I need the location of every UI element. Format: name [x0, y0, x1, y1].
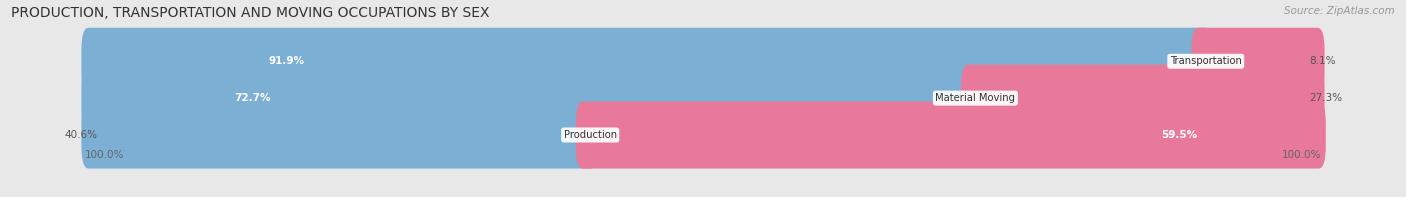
Text: 8.1%: 8.1%: [1309, 56, 1336, 66]
Text: 72.7%: 72.7%: [233, 93, 270, 103]
FancyBboxPatch shape: [84, 47, 1322, 75]
FancyBboxPatch shape: [82, 28, 1213, 95]
Text: Source: ZipAtlas.com: Source: ZipAtlas.com: [1284, 6, 1395, 16]
Text: 59.5%: 59.5%: [1161, 130, 1197, 140]
Text: 91.9%: 91.9%: [269, 56, 305, 66]
Text: 100.0%: 100.0%: [84, 150, 124, 160]
Text: PRODUCTION, TRANSPORTATION AND MOVING OCCUPATIONS BY SEX: PRODUCTION, TRANSPORTATION AND MOVING OC…: [11, 6, 489, 20]
Text: Transportation: Transportation: [1170, 56, 1241, 66]
FancyBboxPatch shape: [84, 121, 1322, 149]
FancyBboxPatch shape: [82, 101, 598, 169]
Text: 40.6%: 40.6%: [65, 130, 97, 140]
FancyBboxPatch shape: [576, 101, 1326, 169]
FancyBboxPatch shape: [82, 65, 983, 132]
Text: Production: Production: [564, 130, 617, 140]
Text: 100.0%: 100.0%: [1282, 150, 1322, 160]
Text: 27.3%: 27.3%: [1309, 93, 1343, 103]
FancyBboxPatch shape: [1191, 28, 1324, 95]
Text: Material Moving: Material Moving: [935, 93, 1015, 103]
FancyBboxPatch shape: [960, 65, 1324, 132]
FancyBboxPatch shape: [84, 84, 1322, 112]
